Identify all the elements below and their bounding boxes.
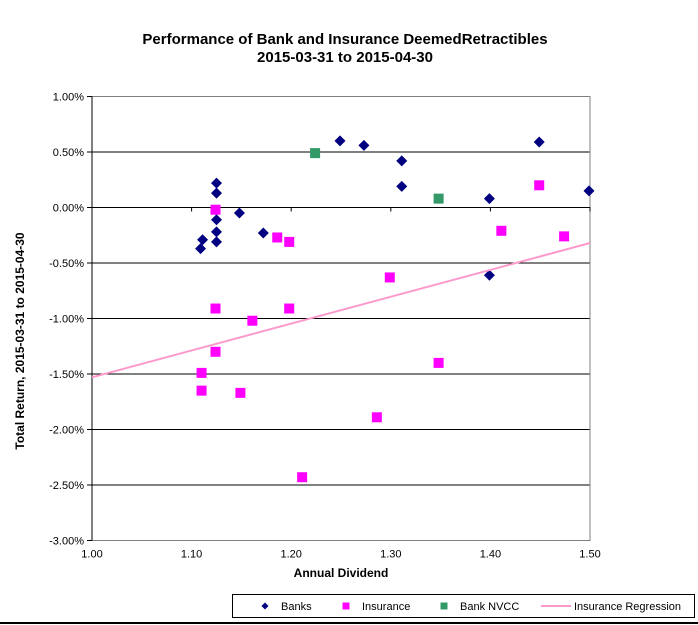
data-point-square	[384, 272, 395, 283]
data-point-square	[496, 225, 507, 236]
data-point-square	[284, 236, 295, 247]
y-tick-label: 1.00%	[53, 92, 84, 104]
series-insurance-regression	[91, 242, 591, 379]
legend-label: Insurance	[362, 601, 410, 613]
y-tick-label: 0.00%	[53, 203, 84, 215]
data-point-diamond	[211, 236, 222, 248]
data-point-diamond	[211, 187, 222, 199]
legend-box	[232, 594, 695, 618]
data-point-square	[284, 303, 295, 314]
data-point-square	[235, 387, 246, 398]
series-bank-nvcc	[310, 148, 444, 204]
data-point-square	[371, 412, 382, 423]
data-point-square	[196, 385, 207, 396]
data-series	[91, 135, 595, 483]
x-axis-title: Annual Dividend	[294, 566, 389, 580]
legend-item-bank-nvcc: Bank NVCC	[440, 601, 519, 613]
legend-label: Bank NVCC	[460, 601, 519, 613]
data-point-square	[210, 346, 221, 357]
y-tick-label: -3.00%	[49, 536, 84, 548]
data-point-diamond	[334, 135, 346, 147]
regression-line	[91, 242, 591, 379]
x-tick-label: 1.10	[181, 549, 202, 561]
data-point-diamond	[257, 227, 269, 239]
legend-item-insurance: Insurance	[342, 601, 410, 613]
data-point-square	[210, 204, 221, 215]
y-tick-label: -0.50%	[49, 258, 84, 270]
data-point-square	[534, 180, 545, 191]
data-point-square	[433, 193, 444, 204]
y-tick-label: -1.00%	[49, 314, 84, 326]
legend-label: Banks	[281, 601, 312, 613]
data-point-square	[196, 367, 207, 378]
data-point-diamond	[483, 193, 495, 205]
axes	[87, 96, 591, 541]
y-tick-label: 0.50%	[53, 147, 84, 159]
data-point-diamond	[483, 269, 495, 281]
legend-item-insurance-regression: Insurance Regression	[541, 601, 681, 613]
legend: Banks Insurance Bank NVCC Insurance Regress…	[232, 594, 695, 618]
data-point-square	[272, 232, 283, 243]
y-axis-title: Total Return, 2015-03-31 to 2015-04-30	[13, 232, 27, 450]
x-tick-label: 1.20	[280, 549, 301, 561]
data-point-diamond	[197, 234, 209, 246]
x-tick-label: 1.30	[380, 549, 401, 561]
tick-labels: 1.00% 0.50% 0.00% -0.50% -1.00% -1.50% -2.00% -…	[49, 92, 601, 561]
data-point-diamond	[233, 207, 245, 219]
legend-marker-square	[440, 602, 448, 610]
legend-label: Insurance Regression	[574, 601, 681, 613]
x-tick-label: 1.00	[81, 549, 102, 561]
y-tick-label: -2.50%	[49, 480, 84, 492]
data-point-diamond	[396, 180, 408, 192]
data-point-diamond	[211, 214, 222, 226]
data-point-diamond	[583, 185, 595, 197]
data-point-diamond	[211, 177, 222, 189]
chart-title-line-1: Performance of Bank and Insurance Deemed…	[142, 31, 547, 48]
data-point-square	[433, 357, 444, 368]
data-point-square	[310, 148, 321, 159]
y-tick-label: -2.00%	[49, 425, 84, 437]
chart-title-line-2: 2015-03-31 to 2015-04-30	[257, 49, 433, 66]
data-point-square	[210, 303, 221, 314]
data-point-diamond	[211, 226, 222, 238]
data-point-diamond	[533, 136, 545, 148]
series-insurance	[196, 180, 570, 483]
image-bottom-border	[0, 622, 698, 624]
x-tick-label: 1.40	[480, 549, 501, 561]
data-point-diamond	[195, 243, 207, 255]
data-point-square	[559, 231, 570, 242]
legend-item-banks: Banks	[261, 601, 312, 613]
data-point-square	[297, 472, 308, 483]
series-banks	[195, 135, 595, 281]
legend-marker-diamond	[261, 602, 269, 610]
x-tick-label: 1.50	[579, 549, 600, 561]
data-point-diamond	[396, 155, 408, 167]
data-point-diamond	[358, 139, 370, 151]
y-tick-label: -1.50%	[49, 369, 84, 381]
data-point-square	[247, 315, 258, 326]
legend-marker-square	[342, 602, 350, 610]
gridlines	[92, 96, 590, 541]
